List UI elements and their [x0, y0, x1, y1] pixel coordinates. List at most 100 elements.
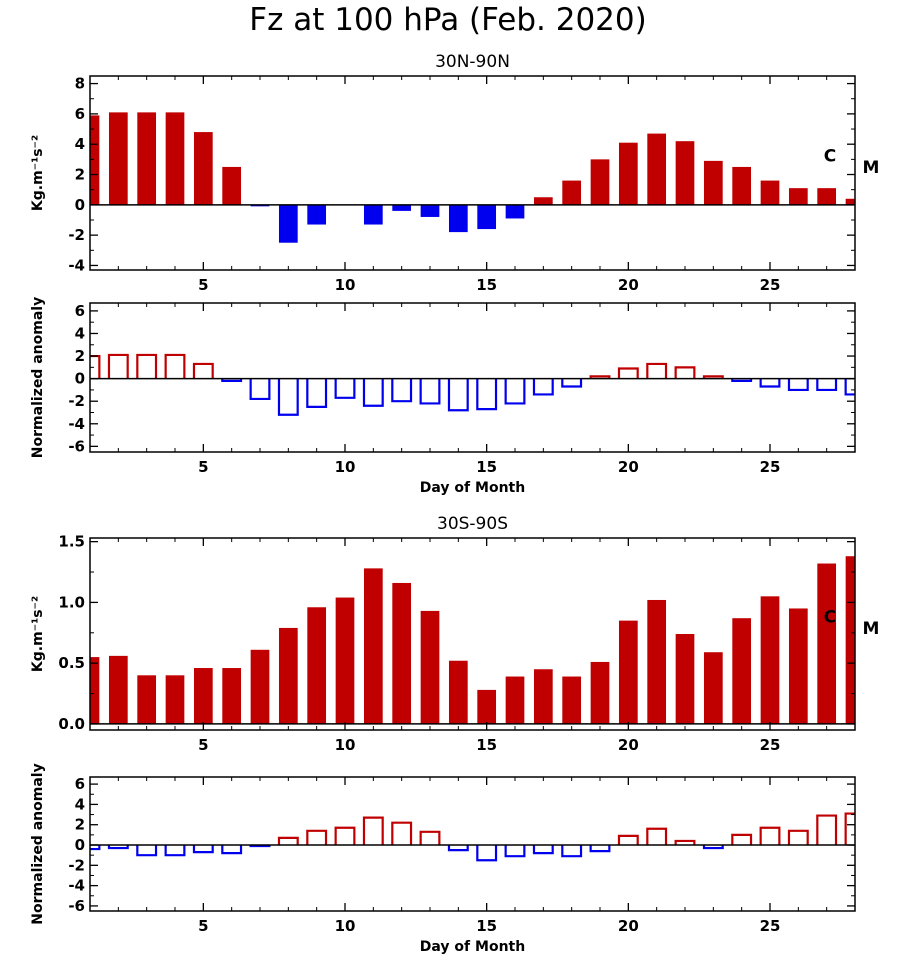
y-tick-label: 8 — [75, 75, 85, 93]
bar-day-12 — [392, 582, 412, 724]
bar-day-26 — [787, 378, 809, 392]
bar-day-1 — [90, 354, 101, 379]
bar-day-8 — [277, 378, 299, 416]
bar-day-9 — [307, 204, 327, 225]
bar-day-26 — [787, 829, 809, 846]
y-tick-label: 0 — [75, 836, 85, 854]
bar-day-5 — [193, 132, 213, 205]
y-axis-label: Kg.m⁻¹s⁻² — [30, 135, 46, 211]
bar-day-19 — [590, 661, 610, 724]
bar-day-14 — [448, 660, 468, 724]
bar-day-16 — [504, 378, 526, 405]
bar-day-19 — [590, 159, 610, 205]
bar-day-20 — [618, 620, 638, 724]
bar-day-8 — [277, 836, 299, 846]
bar-day-22 — [674, 839, 696, 846]
axes-frame — [89, 537, 856, 731]
bar-day-24 — [731, 378, 753, 382]
y-tick-label: -2 — [68, 392, 85, 410]
bar-day-2 — [108, 655, 128, 724]
bars-group — [90, 556, 855, 724]
bar-day-25 — [759, 378, 781, 388]
bar-day-4 — [165, 112, 185, 205]
bar-day-25 — [760, 180, 780, 205]
bar-day-9 — [306, 378, 328, 408]
bar-day-17 — [533, 197, 553, 205]
bar-day-15 — [476, 378, 498, 411]
x-tick-label: 20 — [618, 458, 639, 476]
x-axis-label: Day of Month — [420, 939, 525, 955]
bar-day-21 — [647, 599, 667, 724]
x-axis-label: Day of Month — [420, 480, 525, 496]
bar-day-13 — [420, 610, 440, 724]
bar-day-8 — [278, 204, 298, 243]
bar-day-26 — [788, 188, 808, 205]
chart-panel-3: 5 10 15 20 25 0.0 0.5 1.0 1.5 30S-90S Kg.m⁻¹s⁻² C M — [30, 514, 879, 754]
bar-day-23 — [702, 845, 724, 850]
bars-group — [90, 812, 855, 862]
bar-day-17 — [533, 669, 553, 724]
y-axis-label: Normalized anomaly — [30, 763, 46, 924]
bar-day-6 — [222, 166, 242, 205]
x-tick-label: 20 — [618, 917, 639, 935]
bar-day-8 — [278, 627, 298, 724]
bar-day-22 — [675, 141, 695, 205]
bar-day-1 — [90, 657, 100, 724]
bar-day-13 — [419, 378, 441, 405]
y-tick-label: -2 — [68, 226, 85, 244]
y-tick-label: -6 — [68, 437, 85, 455]
y-tick-label: 0 — [75, 370, 85, 388]
bar-day-22 — [674, 366, 696, 379]
bar-day-2 — [108, 112, 128, 205]
x-tick-label: 25 — [760, 276, 781, 294]
y-tick-label: 2 — [75, 816, 85, 834]
y-tick-label: 6 — [75, 302, 85, 320]
bar-day-13 — [420, 204, 440, 217]
panel-title: 30S-90S — [437, 514, 508, 534]
x-tick-label: 10 — [335, 736, 356, 754]
bar-day-11 — [363, 568, 383, 724]
y-tick-label: 4 — [75, 135, 85, 153]
bar-day-27 — [816, 814, 838, 846]
bar-day-16 — [505, 676, 525, 724]
bar-day-23 — [703, 652, 723, 724]
axes-frame — [89, 302, 856, 453]
bar-day-28 — [845, 198, 855, 205]
bars-group — [90, 112, 855, 243]
bar-day-15 — [477, 689, 497, 724]
chart-panel-4: 5 10 15 20 25 -6 -4 -2 0 2 4 6 Normalized anomaly Day… — [30, 763, 856, 955]
annotation-c: C — [824, 146, 836, 166]
y-axis-label: Normalized anomaly — [30, 297, 46, 458]
bar-day-14 — [448, 204, 468, 233]
bar-day-17 — [532, 378, 554, 396]
bar-day-10 — [334, 826, 356, 846]
bar-day-17 — [532, 845, 554, 855]
y-tick-label: -4 — [68, 415, 85, 433]
bar-day-7 — [249, 378, 271, 401]
x-tick-label: 15 — [476, 736, 497, 754]
x-tick-label: 5 — [198, 276, 208, 294]
bar-day-1 — [90, 845, 101, 851]
bar-day-28 — [844, 378, 855, 396]
bar-day-26 — [788, 608, 808, 724]
bar-day-11 — [362, 816, 384, 846]
bar-day-27 — [817, 188, 837, 205]
bar-day-14 — [447, 845, 469, 852]
bar-day-7 — [250, 204, 270, 207]
x-tick-label: 20 — [618, 276, 639, 294]
bar-day-3 — [136, 845, 158, 857]
bar-day-12 — [391, 821, 413, 846]
x-tick-label: 25 — [760, 917, 781, 935]
bar-day-12 — [391, 378, 413, 403]
bar-day-6 — [221, 845, 243, 855]
bar-day-4 — [165, 675, 185, 724]
bar-day-24 — [732, 618, 752, 724]
bar-day-9 — [307, 607, 327, 724]
bar-day-20 — [617, 834, 639, 846]
bar-day-20 — [617, 367, 639, 379]
bar-day-19 — [589, 845, 611, 853]
y-tick-label: -4 — [68, 877, 85, 895]
y-tick-label: 0 — [75, 196, 85, 214]
bar-day-27 — [817, 563, 837, 724]
